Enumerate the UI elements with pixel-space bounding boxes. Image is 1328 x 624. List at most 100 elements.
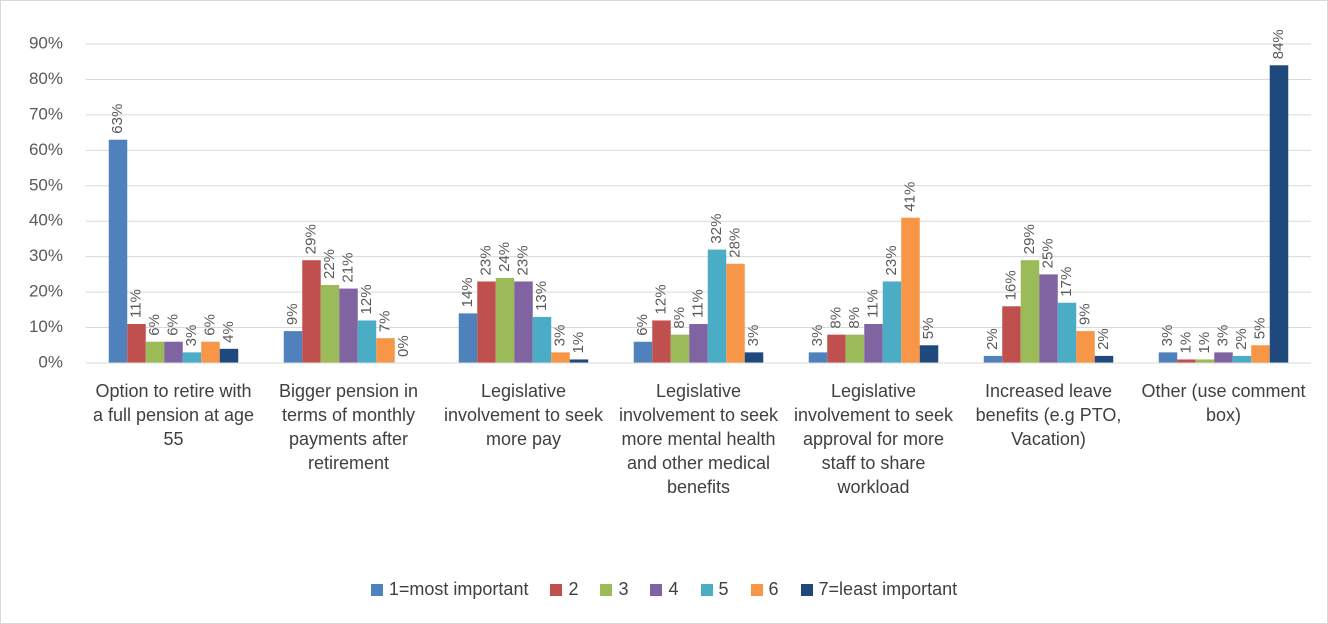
data-label: 1%	[570, 332, 587, 354]
data-label: 24%	[496, 242, 513, 272]
data-label: 6%	[634, 314, 651, 336]
legend-item: 5	[700, 579, 729, 600]
bar	[670, 334, 690, 363]
legend-swatch	[550, 583, 563, 596]
data-label: 12%	[652, 284, 669, 314]
bar	[164, 341, 183, 363]
y-tick-label: 10%	[29, 317, 63, 336]
bar	[127, 324, 146, 363]
x-tick-label: Increased leave benefits (e.g PTO, Vacat…	[975, 381, 1122, 449]
bar	[551, 352, 570, 363]
bar	[689, 324, 708, 363]
bar	[707, 249, 727, 363]
data-label: 84%	[1270, 29, 1287, 59]
legend-swatch	[700, 583, 713, 596]
bar	[1076, 331, 1095, 363]
data-label: 7%	[376, 311, 393, 333]
y-tick-label: 40%	[29, 211, 63, 230]
data-label: 23%	[477, 245, 494, 275]
data-label: 41%	[901, 182, 918, 212]
bar	[1232, 355, 1252, 363]
legend-label: 5	[718, 579, 729, 599]
bar	[652, 320, 671, 363]
data-label: 8%	[827, 307, 844, 329]
bar	[201, 341, 220, 363]
bar	[1195, 359, 1215, 363]
bar	[1002, 306, 1021, 363]
legend-item: 1=most important	[370, 579, 529, 600]
data-label: 8%	[846, 307, 863, 329]
bar	[495, 277, 515, 363]
data-label: 11%	[127, 289, 144, 318]
data-label: 32%	[708, 214, 725, 244]
legend-item: 6	[750, 579, 779, 600]
bar	[458, 313, 478, 363]
y-tick-label: 70%	[29, 104, 63, 123]
data-label: 23%	[514, 245, 531, 275]
bar	[514, 281, 533, 363]
bar	[1269, 65, 1289, 364]
data-label: 3%	[1159, 325, 1176, 347]
legend-swatch	[370, 583, 383, 596]
data-label: 63%	[109, 104, 126, 134]
bar	[1214, 352, 1233, 363]
data-label: 3%	[183, 325, 200, 347]
x-tick-label: Legislative involvement to seek more men…	[618, 381, 779, 497]
bar	[1177, 359, 1196, 363]
legend-swatch	[600, 583, 613, 596]
data-label: 8%	[671, 307, 688, 329]
bar	[1057, 302, 1077, 363]
bar	[744, 352, 764, 363]
legend-label: 4	[668, 579, 679, 599]
data-label: 3%	[745, 325, 762, 347]
bar	[726, 263, 745, 363]
y-tick-label: 20%	[29, 282, 63, 301]
bar	[1251, 345, 1270, 363]
data-label: 5%	[920, 318, 937, 340]
data-label: 22%	[321, 249, 338, 279]
legend-item: 3	[600, 579, 628, 600]
bar	[864, 324, 883, 363]
y-tick-label: 30%	[29, 246, 63, 265]
bar	[633, 341, 653, 363]
bar	[320, 285, 340, 363]
bar	[827, 334, 846, 363]
data-label: 3%	[1214, 325, 1231, 347]
x-tick-label: Option to retire with a full pension at …	[92, 381, 255, 449]
legend-item: 7=least important	[800, 579, 958, 600]
bar	[376, 338, 395, 363]
y-tick-label: 60%	[29, 140, 63, 159]
y-tick-label: 80%	[29, 69, 63, 88]
data-label: 11%	[689, 289, 706, 318]
x-tick-label: Other (use comment box)	[1141, 381, 1306, 425]
bar	[919, 345, 939, 363]
legend-label: 7=least important	[818, 579, 958, 599]
data-label: 16%	[1002, 270, 1019, 300]
data-label: 6%	[201, 314, 218, 336]
bar	[882, 281, 902, 363]
legend-swatch	[750, 583, 763, 596]
data-label: 1%	[1177, 332, 1194, 354]
bar	[339, 288, 358, 363]
data-label: 13%	[533, 281, 550, 311]
data-label: 6%	[146, 314, 163, 336]
bar	[1020, 260, 1040, 363]
x-tick-label: Legislative involvement to seek more pay	[443, 381, 604, 449]
legend-label: 3	[618, 579, 629, 599]
data-label: 29%	[302, 224, 319, 254]
bar	[983, 355, 1003, 363]
data-label: 3%	[809, 325, 826, 347]
y-tick-label: 0%	[38, 352, 63, 371]
data-label: 9%	[1076, 303, 1093, 325]
legend-swatch	[650, 583, 663, 596]
legend-swatch	[800, 583, 813, 596]
legend-label: 1=most important	[388, 579, 529, 599]
data-label: 4%	[220, 321, 237, 343]
bar	[182, 352, 202, 363]
bar	[1039, 274, 1058, 363]
bar	[283, 331, 303, 363]
data-label: 5%	[1251, 318, 1268, 340]
bar	[219, 348, 239, 363]
